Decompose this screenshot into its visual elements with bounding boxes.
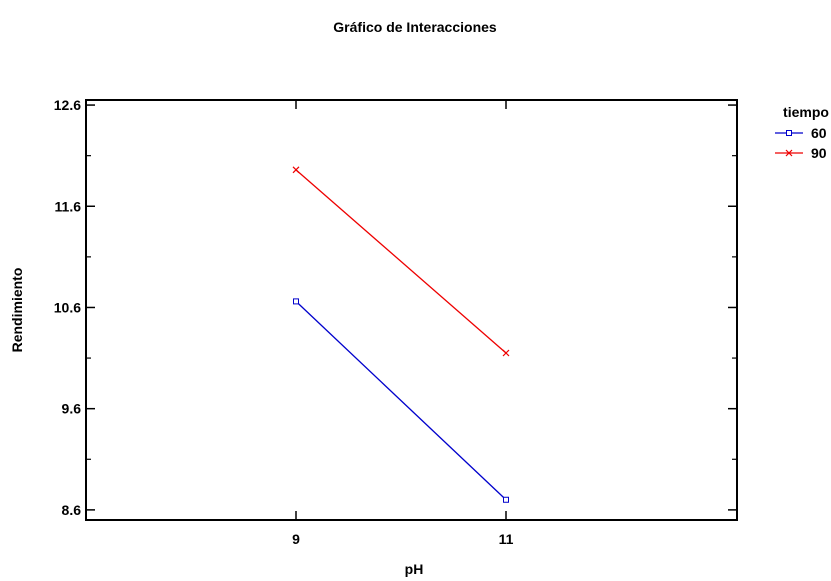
data-point-60 [293, 298, 299, 305]
y-axis: 8.6 9.6 10.6 11.6 12.6 [54, 97, 737, 518]
legend-label-60: 60 [811, 125, 827, 141]
data-point-90 [292, 166, 300, 174]
series-line-60 [295, 300, 507, 501]
y-tick-label: 8.6 [62, 502, 82, 518]
plot-frame [85, 99, 738, 521]
y-tick-label: 12.6 [54, 97, 81, 113]
x-tick-label: 11 [499, 531, 514, 547]
marker-stroke [502, 349, 510, 357]
y-tick-label: 11.6 [55, 198, 82, 214]
marker-stroke [292, 166, 300, 174]
x-axis-title: pH [405, 561, 424, 577]
legend-marker-60 [786, 130, 792, 136]
legend-marker-90 [785, 149, 793, 157]
legend-title: tiempo [783, 104, 829, 120]
y-tick-label: 10.6 [54, 299, 81, 315]
y-tick-label: 9.6 [62, 401, 82, 417]
x-tick-label: 9 [292, 531, 300, 547]
marker-stroke [785, 149, 793, 157]
series-layer [292, 166, 510, 503]
x-axis: 9 11 [292, 100, 514, 547]
series-line-90 [295, 169, 507, 354]
chart-title: Gráfico de Interacciones [333, 19, 497, 35]
y-axis-title: Rendimiento [9, 268, 25, 353]
legend: tiempo 60 90 [775, 104, 829, 161]
legend-label-90: 90 [811, 145, 827, 161]
data-point-60 [503, 496, 509, 503]
data-point-90 [502, 349, 510, 357]
